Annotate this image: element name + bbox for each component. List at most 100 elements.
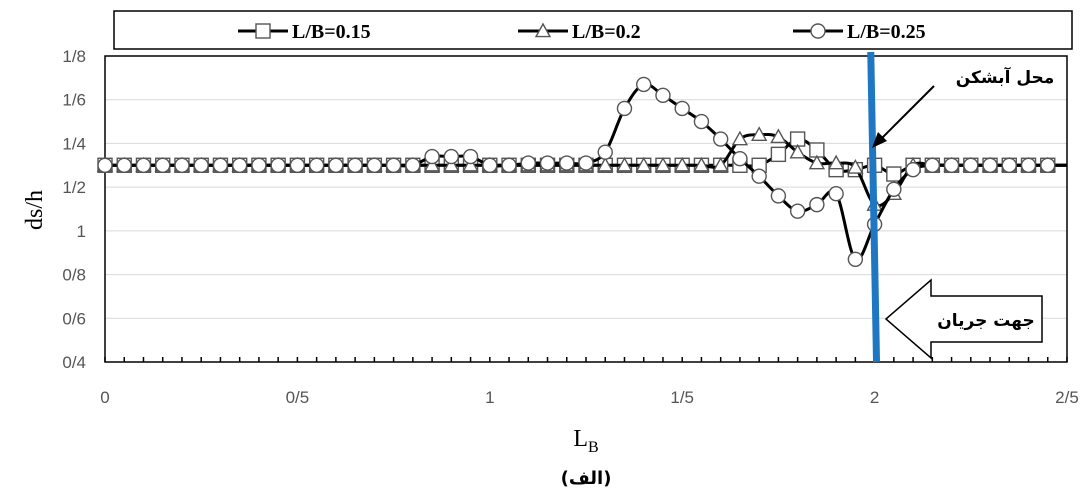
- data-point: [251, 157, 267, 173]
- data-point: [770, 188, 787, 204]
- data-point: [712, 131, 729, 147]
- data-point: [636, 76, 652, 93]
- data-point: [789, 203, 806, 219]
- data-point: [809, 196, 825, 213]
- data-point: [539, 155, 556, 171]
- x-axis-title: LB: [573, 426, 598, 456]
- x-tick-labels: 0 0/5 1 1/5 2 2/5: [100, 388, 1079, 407]
- x-tick-label: 2/5: [1055, 388, 1079, 407]
- data-point: [1020, 157, 1037, 173]
- y-tick-label: 1: [77, 222, 86, 241]
- data-point: [635, 156, 652, 172]
- y-tick-labels: 0/4 0/6 0/8 1 1/2 1/4 1/6 1/8: [62, 47, 86, 372]
- data-point: [559, 155, 575, 171]
- x-minor-ticks: [104, 357, 1068, 362]
- data-point: [597, 144, 613, 160]
- legend-item: L/B=0.15: [238, 21, 371, 43]
- data-point: [462, 156, 479, 172]
- series-line: [102, 82, 1067, 262]
- legend-label: L/B=0.2: [572, 21, 641, 43]
- legend: L/B=0.15 L/B=0.2 L/B=0.25: [238, 21, 926, 43]
- data-point: [520, 155, 536, 171]
- legend-label: L/B=0.25: [847, 21, 926, 43]
- figure-caption: (الف): [561, 468, 612, 489]
- data-point: [751, 168, 767, 184]
- data-point: [847, 251, 864, 267]
- series-layer: [96, 76, 1067, 267]
- y-tick-label: 0/6: [62, 309, 86, 328]
- flow-arrow: [884, 278, 1043, 360]
- data-point: [501, 157, 517, 173]
- data-point: [943, 157, 960, 173]
- data-point: [674, 100, 690, 117]
- legend-label: L/B=0.15: [292, 21, 371, 43]
- data-point: [827, 154, 845, 170]
- series-circle: [97, 76, 1067, 267]
- data-point: [482, 157, 498, 173]
- data-point: [963, 157, 979, 173]
- y-tick-label: 0/4: [62, 353, 86, 372]
- x-tick-label: 2: [870, 388, 879, 407]
- data-point: [289, 157, 306, 173]
- data-point: [693, 156, 710, 172]
- x-axis-title-main: L: [573, 426, 588, 452]
- data-point: [731, 130, 749, 146]
- data-point: [693, 113, 710, 130]
- flow-label: جهت جریان: [937, 311, 1035, 331]
- data-point: [135, 157, 152, 173]
- x-tick-label: 1/5: [670, 388, 694, 407]
- y-tick-label: 1/6: [62, 91, 86, 110]
- data-point: [347, 157, 363, 173]
- data-point: [385, 157, 402, 173]
- data-point: [597, 156, 614, 172]
- data-point: [886, 166, 902, 182]
- data-point: [654, 156, 672, 172]
- data-point: [655, 87, 671, 104]
- x-tick-label: 0/5: [286, 388, 310, 407]
- data-point: [789, 143, 806, 159]
- waterfall-arrow: [872, 85, 935, 148]
- data-point: [443, 148, 460, 165]
- data-point: [982, 157, 998, 173]
- data-point: [616, 156, 633, 172]
- data-point: [847, 159, 864, 174]
- data-point: [1040, 157, 1056, 173]
- gridlines: [105, 99, 1067, 319]
- data-point: [405, 157, 421, 173]
- y-tick-label: 0/8: [62, 266, 86, 285]
- y-axis-title: ds/h: [22, 190, 48, 230]
- data-point: [308, 157, 325, 173]
- data-point: [212, 157, 229, 173]
- x-tick-label: 0: [100, 388, 109, 407]
- legend-item: L/B=0.25: [793, 21, 926, 43]
- y-tick-label: 1/8: [62, 47, 86, 66]
- data-point: [423, 156, 441, 172]
- data-point: [578, 155, 594, 171]
- waterfall-line: [867, 51, 881, 363]
- data-point: [462, 148, 479, 165]
- data-point: [193, 157, 209, 173]
- legend-marker: [810, 23, 826, 39]
- y-tick-label: 1/4: [62, 134, 86, 153]
- data-point: [770, 146, 787, 163]
- data-point: [712, 156, 729, 172]
- data-point: [155, 157, 171, 173]
- data-point: [231, 157, 248, 173]
- data-point: [443, 156, 460, 172]
- data-point: [270, 157, 286, 173]
- legend-marker: [255, 23, 271, 39]
- data-point: [424, 148, 440, 165]
- data-point: [905, 161, 921, 178]
- data-point: [366, 157, 383, 173]
- x-tick-label: 1: [485, 388, 494, 407]
- legend-marker: [534, 22, 552, 38]
- data-point: [616, 100, 633, 117]
- data-point: [770, 128, 787, 144]
- data-point: [886, 181, 902, 198]
- data-point: [750, 126, 768, 141]
- data-point: [116, 157, 132, 173]
- data-point: [674, 156, 691, 172]
- legend-item: L/B=0.2: [518, 21, 641, 43]
